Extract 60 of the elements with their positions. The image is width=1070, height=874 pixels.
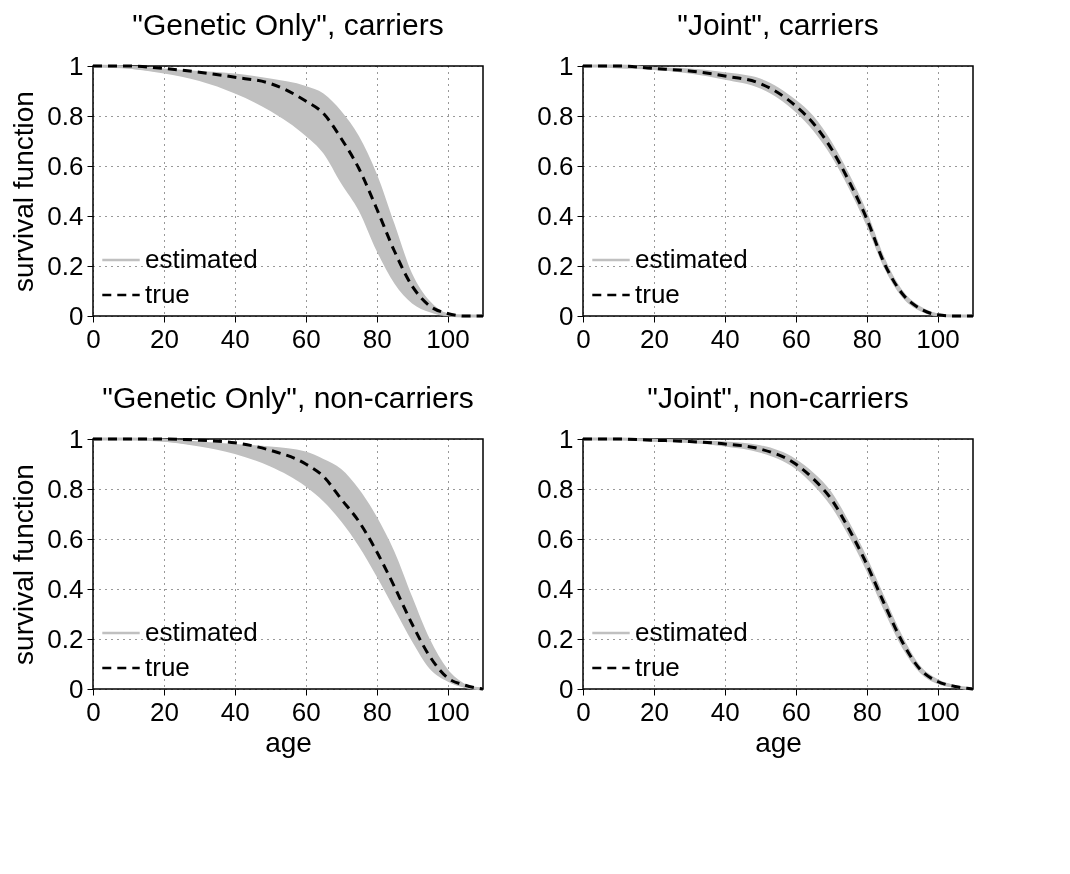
chart-title: "Genetic Only", non-carriers [102, 381, 474, 414]
y-tick-label: 1 [69, 50, 84, 81]
y-tick-label: 1 [559, 423, 574, 454]
x-tick-label: 20 [639, 323, 669, 354]
y-tick-label: 1 [69, 423, 84, 454]
legend-label: true [635, 279, 680, 309]
x-tick-label: 40 [710, 323, 740, 354]
x-tick-label: 40 [220, 323, 250, 354]
y-tick-label: 0 [559, 673, 574, 704]
y-tick-label: 0.8 [47, 100, 84, 131]
x-axis-title: age [755, 726, 802, 758]
x-tick-label: 100 [426, 696, 470, 727]
x-tick-label: 20 [149, 696, 179, 727]
y-tick-label: 0 [559, 300, 574, 331]
x-tick-label: 80 [362, 696, 392, 727]
x-tick-label: 100 [426, 323, 470, 354]
chart-title: "Genetic Only", carriers [132, 8, 444, 41]
legend-label: true [145, 279, 190, 309]
y-tick-label: 0.8 [537, 100, 574, 131]
x-tick-label: 100 [916, 696, 960, 727]
x-tick-label: 60 [781, 323, 811, 354]
legend-label: estimated [145, 617, 258, 647]
x-tick-label: 80 [852, 696, 882, 727]
chart-title: "Joint", carriers [677, 8, 879, 41]
y-tick-label: 0 [69, 300, 84, 331]
x-tick-label: 40 [220, 696, 250, 727]
x-tick-label: 100 [916, 323, 960, 354]
x-tick-label: 80 [362, 323, 392, 354]
y-axis-title: survival function [8, 91, 40, 292]
y-tick-label: 0.6 [47, 523, 84, 554]
x-tick-label: 20 [639, 696, 669, 727]
y-tick-label: 0.4 [537, 573, 574, 604]
legend-label: estimated [145, 244, 258, 274]
x-tick-label: 60 [291, 323, 321, 354]
y-tick-label: 0.6 [47, 150, 84, 181]
y-tick-label: 0.4 [47, 573, 84, 604]
legend-label: estimated [635, 244, 748, 274]
x-tick-label: 80 [852, 323, 882, 354]
legend-label: estimated [635, 617, 748, 647]
y-tick-label: 0 [69, 673, 84, 704]
y-tick-label: 0.8 [537, 473, 574, 504]
chart-title: "Joint", non-carriers [647, 381, 909, 414]
legend-label: true [635, 652, 680, 682]
legend-label: true [145, 652, 190, 682]
y-tick-label: 0.8 [47, 473, 84, 504]
x-tick-label: 60 [291, 696, 321, 727]
y-tick-label: 0.4 [47, 200, 84, 231]
y-tick-label: 0.4 [537, 200, 574, 231]
x-tick-label: 40 [710, 696, 740, 727]
x-tick-label: 20 [149, 323, 179, 354]
y-axis-title: survival function [8, 464, 40, 665]
x-tick-label: 60 [781, 696, 811, 727]
x-axis-title: age [265, 726, 312, 758]
y-tick-label: 0.2 [47, 250, 84, 281]
y-tick-label: 0.6 [537, 523, 574, 554]
y-tick-label: 0.2 [537, 623, 574, 654]
y-tick-label: 0.2 [537, 250, 574, 281]
y-tick-label: 0.6 [537, 150, 574, 181]
y-tick-label: 1 [559, 50, 574, 81]
y-tick-label: 0.2 [47, 623, 84, 654]
